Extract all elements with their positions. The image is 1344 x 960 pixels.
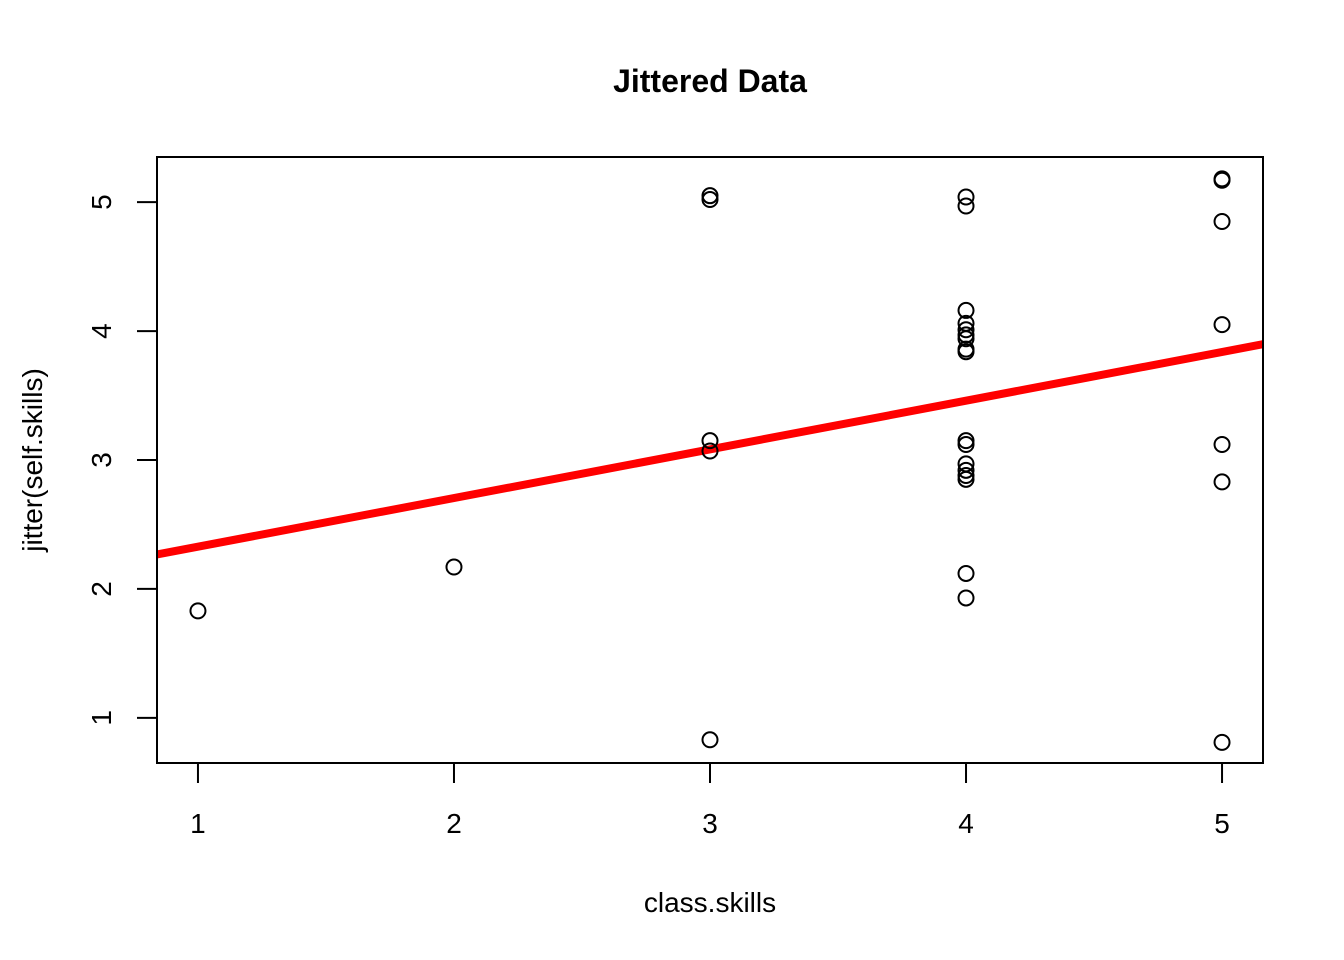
data-point <box>1213 436 1231 454</box>
y-tick-label: 2 <box>86 581 117 597</box>
data-point <box>701 442 719 460</box>
data-point <box>701 432 719 450</box>
data-point <box>1213 171 1231 189</box>
data-point <box>957 564 975 582</box>
plot-area <box>157 170 1263 751</box>
y-tick-label: 3 <box>86 452 117 468</box>
data-point <box>701 191 719 209</box>
y-tick-label: 5 <box>86 194 117 210</box>
y-axis: 1 2 3 4 5 <box>86 194 158 726</box>
x-axis-label: class.skills <box>644 887 776 918</box>
regression-line <box>157 340 1263 559</box>
data-point <box>1213 733 1231 751</box>
y-axis-label: jitter(self.skills) <box>17 368 48 553</box>
x-tick-label: 2 <box>446 808 462 839</box>
x-tick-label: 3 <box>702 808 718 839</box>
x-tick-label: 5 <box>1214 808 1230 839</box>
data-point <box>957 301 975 319</box>
data-point <box>1213 316 1231 334</box>
data-point <box>701 731 719 749</box>
data-point <box>957 188 975 206</box>
data-point <box>1213 473 1231 491</box>
chart-title: Jittered Data <box>613 63 807 99</box>
data-point <box>957 461 975 479</box>
y-tick-label: 4 <box>86 323 117 339</box>
data-point <box>957 330 975 348</box>
data-point <box>957 436 975 454</box>
data-point <box>957 343 975 361</box>
y-tick-label: 1 <box>86 710 117 726</box>
x-axis: 1 2 3 4 5 <box>190 762 1230 839</box>
x-tick-label: 4 <box>958 808 974 839</box>
data-point <box>1213 212 1231 230</box>
plot-frame <box>156 156 1264 764</box>
data-point <box>957 589 975 607</box>
data-point <box>445 558 463 576</box>
data-point <box>957 197 975 215</box>
data-point <box>957 321 975 339</box>
data-point <box>189 602 207 620</box>
data-point <box>957 470 975 488</box>
x-tick-label: 1 <box>190 808 206 839</box>
